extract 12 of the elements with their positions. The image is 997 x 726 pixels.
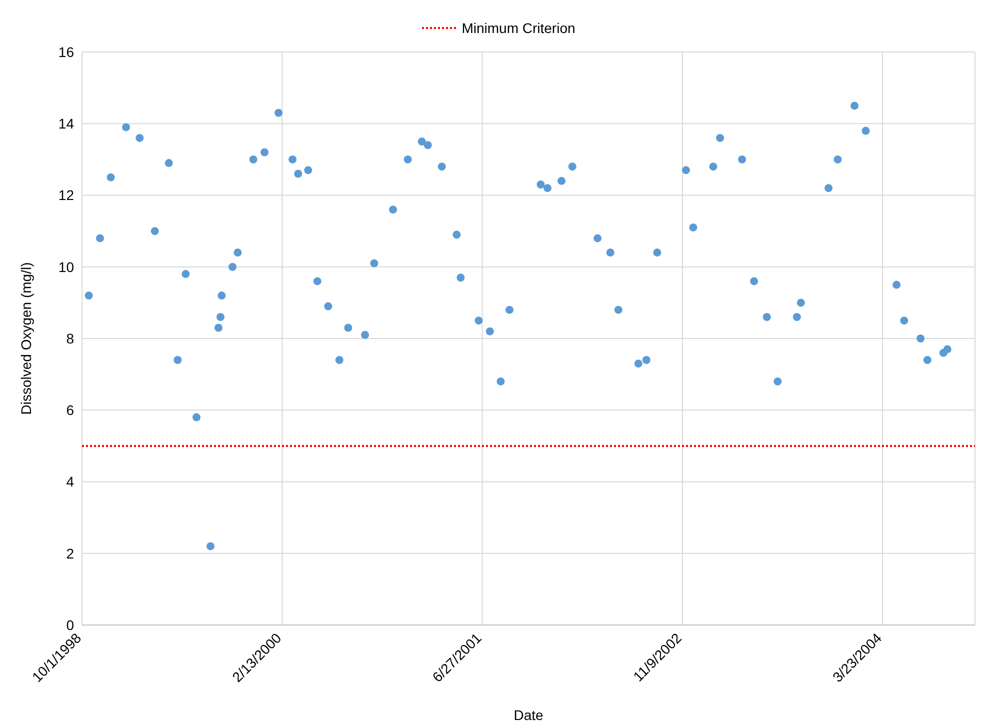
y-tick-label: 16 bbox=[58, 44, 74, 60]
y-tick-label: 14 bbox=[58, 116, 74, 132]
y-tick-label: 4 bbox=[66, 474, 74, 490]
y-tick-label: 8 bbox=[66, 330, 74, 346]
x-axis-title: Date bbox=[514, 707, 544, 723]
y-tick-label: 6 bbox=[66, 402, 74, 418]
legend-label: Minimum Criterion bbox=[462, 20, 576, 36]
y-tick-label: 2 bbox=[66, 545, 74, 562]
y-tick-label: 0 bbox=[66, 616, 74, 633]
y-tick-label: 12 bbox=[58, 187, 74, 204]
y-axis-title: Dissolved Oxygen (mg/l) bbox=[18, 262, 34, 415]
y-tick-label: 10 bbox=[58, 258, 74, 275]
